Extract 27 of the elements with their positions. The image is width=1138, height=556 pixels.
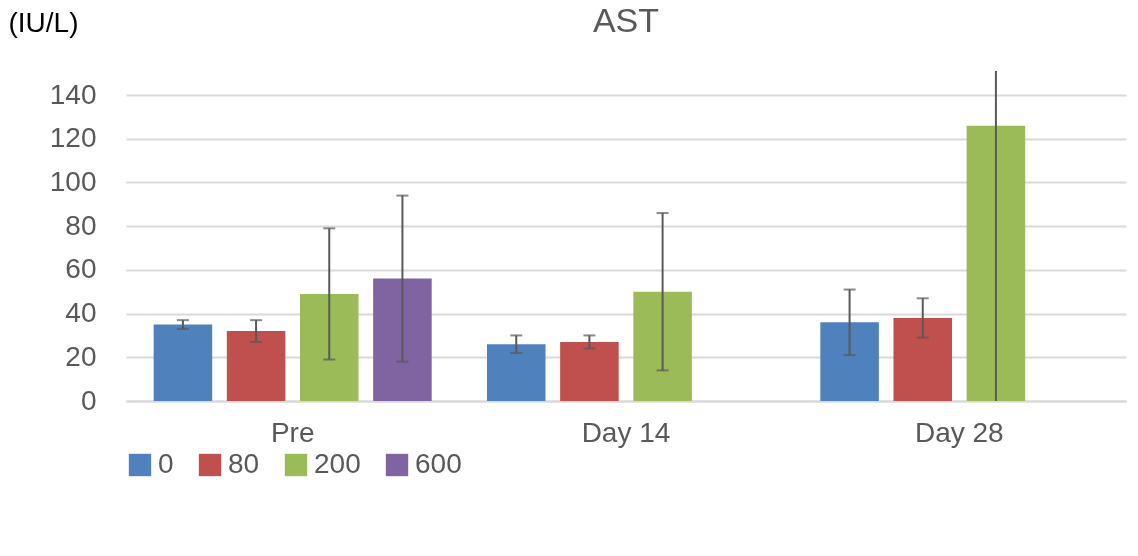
x-tick-label: Day 28 xyxy=(914,416,1004,448)
bar xyxy=(226,331,286,401)
x-tick-label: Pre xyxy=(270,416,315,448)
y-tick-label: 80 xyxy=(65,209,97,241)
bar xyxy=(299,293,359,401)
legend-label: 80 xyxy=(228,448,260,479)
bar xyxy=(633,291,692,401)
bar xyxy=(966,125,1026,401)
y-tick-label: 60 xyxy=(65,253,97,285)
bar xyxy=(893,317,953,401)
y-tick-label: 140 xyxy=(49,78,97,110)
chart-title: AST xyxy=(592,1,660,39)
legend-label: 200 xyxy=(314,448,361,479)
y-tick-label: 20 xyxy=(65,340,97,372)
bar xyxy=(486,344,546,401)
legend-label: 600 xyxy=(415,448,462,479)
bar xyxy=(373,278,432,401)
legend-label: 0 xyxy=(158,448,174,479)
y-tick-label: 40 xyxy=(65,297,97,329)
bar xyxy=(560,341,619,401)
y-tick-label: 0 xyxy=(80,384,97,416)
y-tick-label: 100 xyxy=(49,165,97,197)
y-axis-title: (IU/L) xyxy=(8,6,79,38)
bar xyxy=(153,324,213,401)
bar xyxy=(820,322,879,401)
x-tick-label: Day 14 xyxy=(581,416,671,448)
y-tick-label: 120 xyxy=(49,122,97,154)
